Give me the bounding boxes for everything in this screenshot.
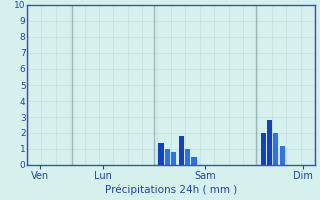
X-axis label: Précipitations 24h ( mm ): Précipitations 24h ( mm ) [105,185,237,195]
Bar [273,133,278,165]
Bar [267,120,272,165]
Bar [158,143,164,165]
Bar [185,149,190,165]
Bar [171,152,176,165]
Bar [179,136,184,165]
Bar [260,133,266,165]
Bar [191,157,196,165]
Bar [280,146,285,165]
Bar [165,149,170,165]
